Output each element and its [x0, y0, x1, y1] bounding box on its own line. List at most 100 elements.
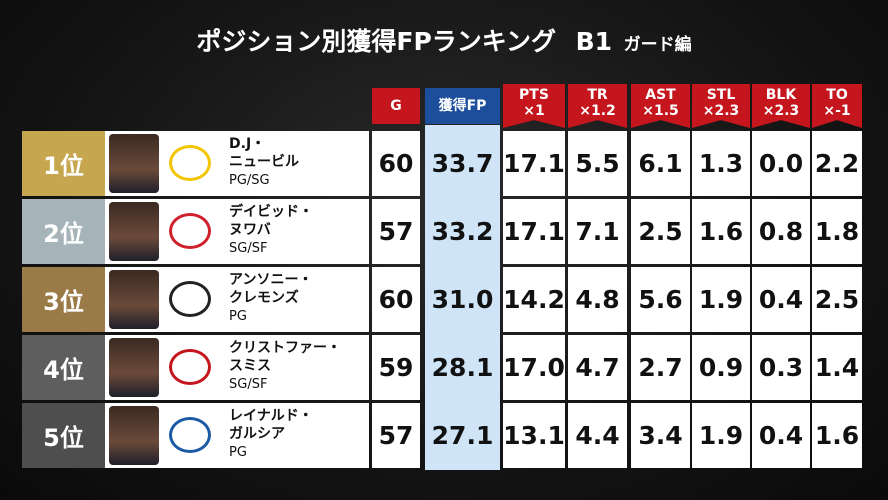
player-photo [109, 134, 159, 193]
header-label: TO [826, 87, 848, 103]
stat-cell: 5.6 [631, 267, 690, 332]
stat-cell: 33.7 [431, 149, 494, 178]
name-line: ガルシア [229, 426, 285, 442]
header-label: G [390, 98, 402, 114]
stat-cell: 13.1 [503, 403, 565, 468]
stat-cell: 27.1 [431, 421, 494, 450]
player-name: D.J・ニュービル [229, 135, 299, 171]
stat-cell: 2.5 [631, 199, 690, 264]
stat-cell: 1.9 [692, 267, 750, 332]
player-name: デイビッド・ ヌワバ [229, 203, 313, 239]
stat-cell: 14.2 [503, 267, 565, 332]
player-position: SG/SF [229, 377, 268, 392]
player-photo [109, 406, 159, 465]
player-name: アンソニー・ クレモンズ [229, 271, 312, 307]
header-weight: ×1.5 [642, 103, 679, 119]
player-cell: アンソニー・ クレモンズ PG [105, 267, 369, 332]
stat-cell: 60 [372, 267, 420, 332]
stat-cell: 0.4 [752, 403, 810, 468]
stat-cell: 6.1 [631, 131, 690, 196]
header-weight: ×1 [523, 103, 545, 119]
column-header: PTS ×1 [503, 84, 565, 128]
title-main: ポジション別獲得FPランキング [196, 27, 557, 56]
stat-cell: 1.9 [692, 403, 750, 468]
name-line: アンソニー・ [229, 272, 313, 288]
stat-cell: 1.4 [812, 335, 862, 400]
column-header: G [372, 88, 420, 124]
player-name: レイナルド・ ガルシア [229, 407, 313, 443]
player-position: PG [229, 445, 247, 460]
header-label: 獲得FP [438, 98, 487, 114]
team-logo [169, 417, 211, 453]
column-header: AST ×1.5 [631, 84, 690, 128]
team-logo [169, 349, 211, 385]
team-logo [169, 213, 211, 249]
stat-cell: 7.1 [568, 199, 627, 264]
stat-cell: 1.6 [812, 403, 862, 468]
header-weight: ×2.3 [762, 103, 800, 119]
stat-cell: 1.3 [692, 131, 750, 196]
player-cell: デイビッド・ ヌワバ SG/SF [105, 199, 369, 264]
title-league: B1 [575, 27, 613, 56]
stat-cell: 0.4 [752, 267, 810, 332]
header-weight: ×1.2 [579, 103, 616, 119]
stat-cell: 17.1 [503, 199, 565, 264]
rank-badge: 4位 [22, 335, 105, 400]
header-label: STL [706, 87, 736, 103]
team-logo [169, 145, 211, 181]
stat-cell: 60 [372, 131, 420, 196]
rank-badge: 3位 [22, 267, 105, 332]
stat-cell: 4.4 [568, 403, 627, 468]
stat-cell: 0.3 [752, 335, 810, 400]
stat-cell: 28.1 [431, 353, 494, 382]
stat-cell: 2.5 [812, 267, 862, 332]
stat-cell: 57 [372, 403, 420, 468]
stat-cell: 2.2 [812, 131, 862, 196]
name-line: D.J・ [229, 136, 266, 152]
player-position: PG [229, 309, 247, 324]
header-label: PTS [519, 87, 549, 103]
name-line: スミス [229, 358, 271, 374]
column-header: STL ×2.3 [692, 84, 750, 128]
header-label: AST [645, 87, 676, 103]
name-line: レイナルド・ [229, 408, 313, 424]
stat-cell: 0.9 [692, 335, 750, 400]
stat-cell: 17.1 [503, 131, 565, 196]
column-header: TR ×1.2 [568, 84, 627, 128]
player-photo [109, 202, 159, 261]
stat-cell: 4.7 [568, 335, 627, 400]
rank-badge: 1位 [22, 131, 105, 196]
column-header: TO ×-1 [812, 84, 862, 128]
stat-cell: 59 [372, 335, 420, 400]
fp-column-highlight [425, 125, 500, 470]
name-line: クレモンズ [229, 290, 299, 306]
stat-cell: 0.8 [752, 199, 810, 264]
stat-cell: 33.2 [431, 217, 494, 246]
name-line: ヌワバ [229, 222, 271, 238]
name-line: デイビッド・ [229, 204, 313, 220]
stat-cell: 0.0 [752, 131, 810, 196]
player-position: SG/SF [229, 241, 268, 256]
header-weight: ×-1 [823, 103, 851, 119]
header-label: BLK [765, 87, 797, 103]
player-position: PG/SG [229, 173, 270, 188]
rank-badge: 5位 [22, 403, 105, 468]
column-header: 獲得FP [425, 88, 500, 124]
stat-cell: 2.7 [631, 335, 690, 400]
player-cell: クリストファー・ スミス SG/SF [105, 335, 369, 400]
stat-cell: 57 [372, 199, 420, 264]
header-weight: ×2.3 [702, 103, 740, 119]
name-line: クリストファー・ [229, 340, 341, 356]
name-line: ニュービル [229, 154, 299, 170]
player-name: クリストファー・ スミス [229, 339, 341, 375]
stat-cell: 5.5 [568, 131, 627, 196]
team-logo [169, 281, 211, 317]
stat-cell: 4.8 [568, 267, 627, 332]
stat-cell: 31.0 [431, 285, 494, 314]
header-label: TR [587, 87, 608, 103]
column-header: BLK ×2.3 [752, 84, 810, 128]
player-cell: レイナルド・ ガルシア PG [105, 403, 369, 468]
player-photo [109, 270, 159, 329]
rank-badge: 2位 [22, 199, 105, 264]
